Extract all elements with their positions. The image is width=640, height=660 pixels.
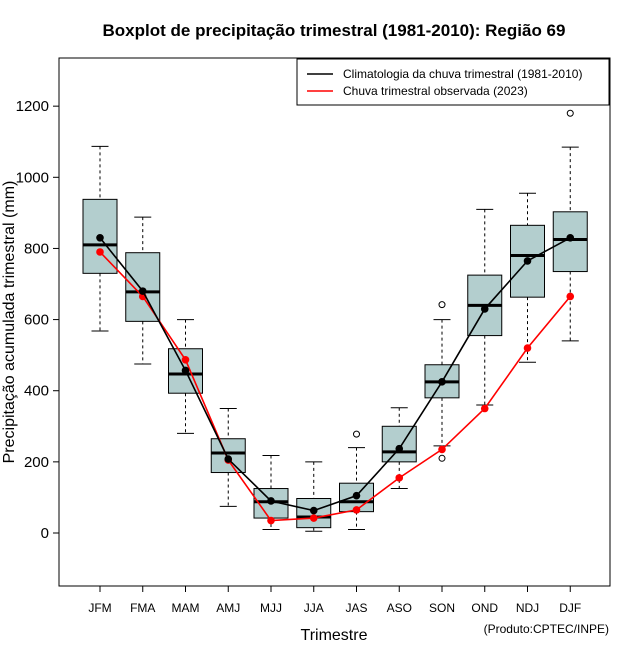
climatology-point xyxy=(224,455,233,463)
climatology-point xyxy=(438,378,446,386)
climatology-point xyxy=(480,305,489,313)
x-tick-label: JFM xyxy=(88,601,111,615)
observed-point xyxy=(438,445,446,454)
observed-point xyxy=(480,404,489,413)
y-tick-label: 200 xyxy=(24,454,49,471)
climatology-point xyxy=(96,233,104,242)
x-tick-label: AMJ xyxy=(216,601,240,615)
climatology-line xyxy=(99,237,571,512)
climatology-point xyxy=(566,233,575,242)
chart-title: Boxplot de precipitação trimestral (1981… xyxy=(103,21,566,40)
x-tick-label: ASO xyxy=(387,601,412,615)
box-group xyxy=(82,109,588,532)
legend-label-observed: Chuva trimestral observada (2023) xyxy=(343,84,528,98)
legend-frame xyxy=(296,58,610,106)
climatology-point xyxy=(138,287,147,295)
climatology-point xyxy=(395,444,404,453)
x-tick-label: DJF xyxy=(559,601,581,615)
box-body xyxy=(381,425,417,463)
source-note: (Produto:CPTEC/INPE) xyxy=(484,622,609,636)
box-body xyxy=(552,211,588,273)
outlier-point xyxy=(438,301,446,309)
observed-point xyxy=(395,474,404,482)
y-tick-label: 600 xyxy=(24,312,49,329)
y-tick-label: 1200 xyxy=(16,98,49,115)
climatology-point xyxy=(523,257,532,265)
x-axis-title: Trimestre xyxy=(301,627,368,644)
climatology-point xyxy=(309,506,318,515)
y-tick-label: 1000 xyxy=(16,169,49,186)
observed-point xyxy=(267,516,275,525)
y-tick-label: 800 xyxy=(24,240,49,257)
x-tick-label: NDJ xyxy=(516,601,539,615)
y-tick-label: 400 xyxy=(24,383,49,400)
box-fma xyxy=(125,216,161,365)
observed-point xyxy=(523,344,532,352)
plot-frame xyxy=(58,57,611,587)
climatology-point xyxy=(181,366,190,375)
observed-point xyxy=(352,506,361,514)
box-djf xyxy=(552,109,588,342)
legend: Climatologia da chuva trimestral (1981-2… xyxy=(296,58,610,106)
x-tick-label: JJA xyxy=(304,601,324,615)
outlier-point xyxy=(566,109,574,117)
box-body xyxy=(125,252,161,322)
x-tick-label: FMA xyxy=(130,601,155,615)
observed-line xyxy=(99,251,571,522)
observed-point xyxy=(566,292,575,301)
box-jas xyxy=(339,430,374,530)
x-tick-label: MAM xyxy=(172,601,200,615)
outlier-point xyxy=(438,454,446,462)
x-axis: JFM FMA MAM AMJ MJJ JJA JAS ASO SON OND NDJ DJF xyxy=(88,586,581,615)
y-tick-label: 0 xyxy=(41,525,49,542)
legend-label-climatology: Climatologia da chuva trimestral (1981-2… xyxy=(343,67,582,81)
x-tick-label: JAS xyxy=(345,601,367,615)
x-tick-label: OND xyxy=(471,601,498,615)
outlier-point xyxy=(353,430,360,438)
y-axis-title: Precipitação acumulada trimestral (mm) xyxy=(1,181,18,464)
observed-point xyxy=(96,248,104,256)
observed-point xyxy=(181,355,190,364)
box-ndj xyxy=(510,192,545,363)
box-mam xyxy=(168,319,203,434)
x-tick-label: MJJ xyxy=(260,601,282,615)
climatology-point xyxy=(352,491,361,500)
y-axis: 0 200 400 600 800 1000 1200 xyxy=(16,98,59,542)
observed-point xyxy=(309,514,318,522)
climatology-point xyxy=(267,497,275,505)
series-lines xyxy=(96,233,575,525)
x-tick-label: SON xyxy=(429,601,455,615)
